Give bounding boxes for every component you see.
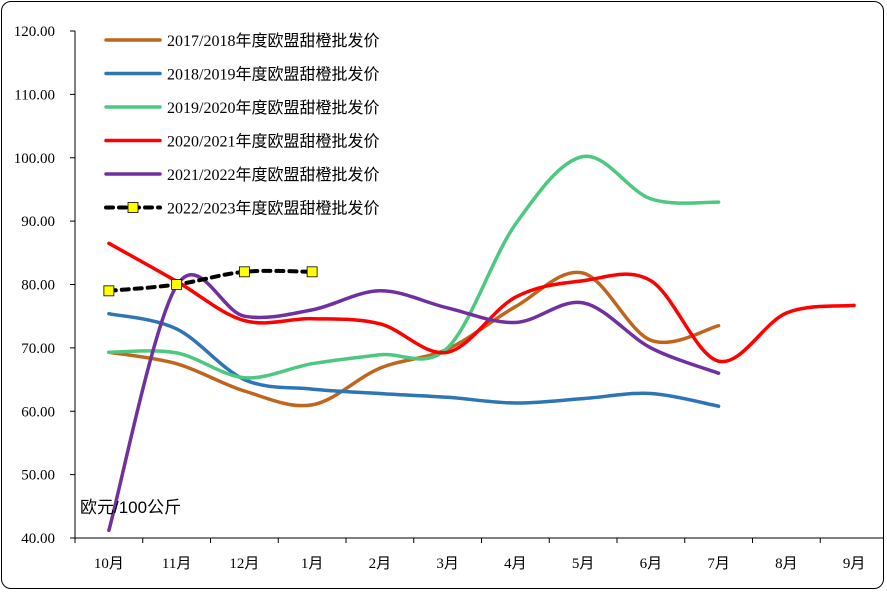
- legend-label-2: 2019/2020年度欧盟甜橙批发价: [167, 99, 379, 117]
- series-line-3: [107, 241, 856, 364]
- y-tick-label: 100.00: [14, 151, 55, 167]
- series-marker-5: [103, 285, 115, 297]
- x-tick-label: 7月: [707, 556, 730, 572]
- y-tick-label: 60.00: [21, 404, 55, 420]
- legend-marker-5: [127, 202, 139, 213]
- y-tick-label: 120.00: [14, 24, 55, 40]
- x-tick-label: 2月: [369, 556, 392, 572]
- series-line-5: [106, 268, 315, 293]
- legend-label-3: 2020/2021年度欧盟甜橙批发价: [167, 133, 379, 151]
- x-tick-label: 12月: [229, 556, 259, 572]
- legend: 2017/2018年度欧盟甜橙批发价 2018/2019年度欧盟甜橙批发价 2019…: [104, 32, 379, 218]
- x-tick-label: 1月: [301, 556, 324, 572]
- series-line-4: [107, 273, 721, 533]
- y-tick-label: 40.00: [21, 531, 55, 547]
- series-marker-5: [306, 266, 318, 278]
- y-tick-label: 70.00: [21, 341, 55, 357]
- series-line-1: [107, 311, 721, 408]
- y-axis-unit-label: 欧元/100公斤: [80, 498, 181, 517]
- x-tick-label: 9月: [843, 556, 866, 572]
- y-tick-label: 110.00: [14, 87, 55, 103]
- legend-label-0: 2017/2018年度欧盟甜橙批发价: [167, 32, 379, 50]
- y-tick-label: 50.00: [21, 468, 55, 484]
- legend-label-4: 2021/2022年度欧盟甜橙批发价: [167, 166, 379, 184]
- legend-label-5: 2022/2023年度欧盟甜橙批发价: [167, 200, 379, 218]
- x-tick-label: 11月: [162, 556, 191, 572]
- y-tick-label: 80.00: [21, 278, 55, 294]
- x-tick-label: 10月: [94, 556, 124, 572]
- series-marker-5: [171, 279, 183, 290]
- series-marker-5: [238, 266, 250, 278]
- series-line-2: [107, 154, 721, 380]
- y-tick-label: 90.00: [21, 214, 55, 230]
- series-layer: [103, 154, 856, 533]
- x-tick-label: 6月: [640, 556, 663, 572]
- x-tick-label: 8月: [775, 556, 798, 572]
- legend-label-1: 2018/2019年度欧盟甜橙批发价: [167, 66, 379, 84]
- axes: 40.00 50.00 60.00 70.00 80.00 90.00 100.00 110.…: [14, 24, 884, 572]
- x-tick-label: 4月: [504, 556, 527, 572]
- x-tick-label: 3月: [436, 556, 459, 572]
- series-line-0: [107, 270, 721, 408]
- x-tick-label: 5月: [572, 556, 595, 572]
